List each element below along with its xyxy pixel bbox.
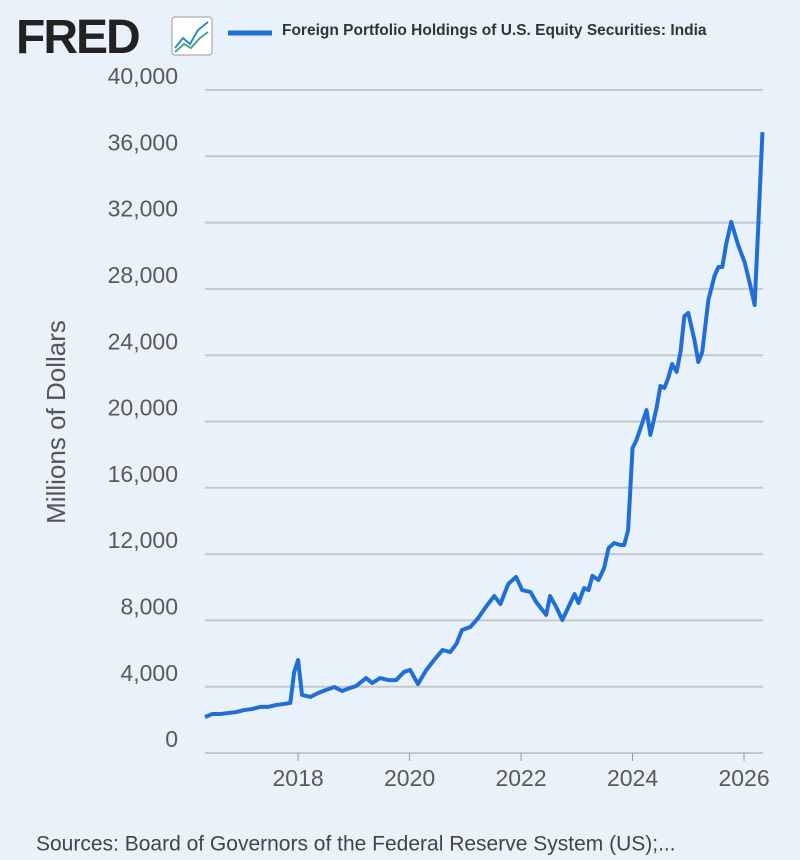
source-note: Sources: Board of Governors of the Feder… — [36, 833, 676, 856]
legend-label: Foreign Portfolio Holdings of U.S. Equit… — [282, 22, 707, 39]
x-tick-label: 2020 — [384, 765, 435, 791]
y-tick-label: 16,000 — [108, 461, 178, 487]
x-tick-label: 2018 — [273, 765, 324, 791]
x-tick-label: 2026 — [718, 765, 769, 791]
x-tick-label: 2022 — [495, 765, 546, 791]
y-tick-label: 12,000 — [108, 527, 178, 553]
y-tick-label: 8,000 — [120, 593, 178, 619]
data-line — [204, 132, 765, 719]
y-tick-label: 0 — [165, 726, 178, 752]
y-tick-label: 24,000 — [108, 328, 178, 354]
y-tick-label: 40,000 — [108, 63, 178, 89]
y-tick-label: 28,000 — [108, 262, 178, 288]
y-tick-label: 20,000 — [108, 395, 178, 421]
y-tick-label: 4,000 — [120, 660, 178, 686]
y-tick-label: 36,000 — [108, 129, 178, 155]
y-axis-label: Millions of Dollars — [41, 320, 71, 524]
logo-icon — [171, 16, 213, 56]
x-tick-label: 2024 — [607, 765, 658, 791]
y-tick-label: 32,000 — [108, 196, 178, 222]
fred-logo: FRED — [16, 11, 139, 64]
